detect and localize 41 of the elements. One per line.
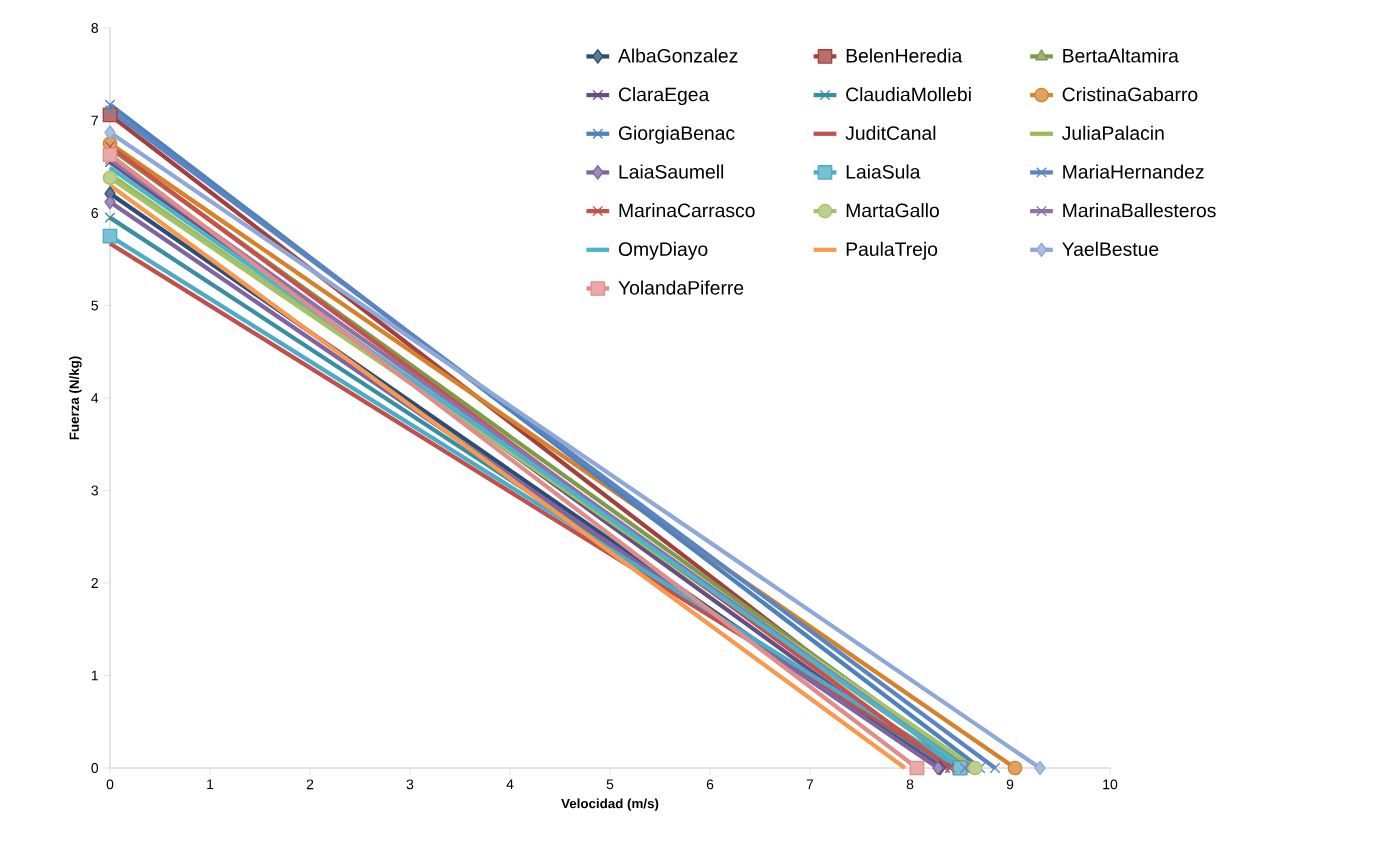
legend-label: MartaGallo	[846, 203, 939, 218]
x-tick-label: 1	[207, 779, 214, 790]
legend-label: GiorgiaBenac	[618, 125, 735, 144]
y-tick-label: 1	[91, 670, 98, 681]
y-tick-label: 3	[91, 485, 99, 496]
legend-label: OmyDiayo	[618, 241, 708, 260]
x-tick-label: 3	[406, 779, 414, 790]
x-tick-label: 5	[606, 779, 614, 790]
legend-label: JuditCanal	[845, 125, 936, 140]
x-tick-label: 4	[506, 779, 514, 790]
legend-label: CristinaGabarro	[1062, 87, 1198, 102]
legend-label: BertaAltamira	[1063, 48, 1179, 63]
legend-label: LaiaSula	[846, 164, 921, 179]
legend-label: BelenHeredia	[846, 48, 963, 63]
y-tick-label: 8	[91, 23, 99, 33]
y-tick-label: 5	[91, 300, 99, 311]
legend-label: MarinaCarrasco	[619, 203, 755, 218]
y-axis-title: Fuerza (N/kg)	[69, 356, 82, 440]
x-tick-label: 9	[1006, 779, 1014, 790]
x-tick-label: 7	[806, 779, 814, 790]
y-tick-label: 2	[91, 578, 98, 588]
legend-label: YaelBestue	[1062, 241, 1159, 256]
y-tick-label: 0	[91, 763, 99, 773]
legend-label: ClaraEgea	[618, 87, 710, 106]
x-tick-label: 10	[1103, 779, 1118, 790]
y-tick-label: 6	[91, 208, 99, 218]
legend-label: JuliaPalacin	[1061, 125, 1164, 140]
legend-label: MariaHernandez	[1063, 164, 1204, 179]
y-tick-label: 7	[91, 115, 98, 126]
legend-label: MarinaBallesteros	[1063, 203, 1216, 218]
y-tick-label: 4	[91, 393, 99, 403]
legend-label: YolandaPiferre	[618, 280, 744, 295]
x-tick-label: 6	[706, 779, 714, 790]
legend-label: ClaudiaMollebi	[846, 87, 971, 102]
x-axis-title: Velocidad (m/s)	[561, 798, 659, 811]
x-tick-label: 0	[106, 779, 114, 790]
legend-label: PaulaTrejo	[846, 241, 938, 260]
legend-label: LaiaSaumell	[619, 164, 724, 179]
legend-label: AlbaGonzalez	[618, 48, 738, 63]
x-tick-label: 2	[306, 779, 314, 790]
x-tick-label: 8	[906, 779, 914, 790]
